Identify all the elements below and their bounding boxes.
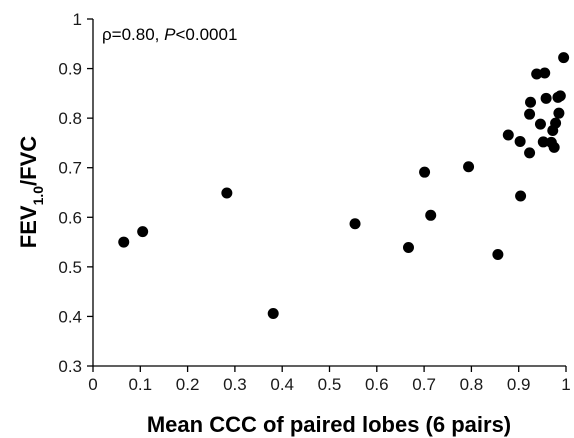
data-point bbox=[531, 68, 543, 80]
x-tick-label: 1 bbox=[561, 375, 570, 394]
y-tick-label: 0.4 bbox=[58, 307, 82, 326]
x-tick-label: 0.5 bbox=[318, 375, 342, 394]
data-point bbox=[492, 248, 504, 260]
x-tick-label: 0.3 bbox=[223, 375, 247, 394]
data-point bbox=[537, 136, 549, 148]
x-tick-label: 0.7 bbox=[412, 375, 436, 394]
y-title-suffix: /FVC bbox=[16, 136, 41, 186]
x-tick-label: 0.2 bbox=[176, 375, 200, 394]
data-point bbox=[534, 118, 546, 130]
data-point bbox=[463, 161, 475, 173]
y-tick-label: 0.3 bbox=[58, 357, 82, 376]
data-point bbox=[514, 135, 526, 147]
data-point bbox=[558, 52, 570, 64]
y-ticks: 0.3 0.4 0.5 0.6 0.7 0.8 0.9 1 bbox=[58, 10, 93, 376]
y-tick-label: 0.6 bbox=[58, 208, 82, 227]
data-point bbox=[502, 129, 514, 141]
p-symbol: P bbox=[164, 25, 176, 44]
data-point bbox=[349, 218, 361, 230]
data-point bbox=[540, 92, 552, 104]
y-tick-label: 1 bbox=[73, 10, 82, 29]
x-ticks: 0 0.1 0.2 0.3 0.4 0.5 0.6 0.7 0.8 0.9 1 bbox=[88, 366, 571, 394]
data-point bbox=[419, 166, 431, 178]
x-tick-label: 0 bbox=[88, 375, 97, 394]
data-point bbox=[137, 226, 149, 238]
x-tick-label: 0.1 bbox=[128, 375, 152, 394]
data-point bbox=[524, 108, 536, 120]
x-tick-label: 0.6 bbox=[365, 375, 389, 394]
data-point bbox=[554, 90, 566, 102]
y-tick-label: 0.9 bbox=[58, 60, 82, 79]
p-value-text: <0.0001 bbox=[175, 25, 237, 44]
data-point bbox=[118, 236, 130, 248]
y-title-main: FEV bbox=[16, 205, 41, 248]
y-axis-title: FEV1.0/FVC bbox=[16, 136, 46, 248]
data-point bbox=[221, 187, 233, 199]
data-point bbox=[402, 242, 414, 254]
data-point bbox=[539, 67, 551, 79]
data-point bbox=[425, 209, 437, 221]
x-axis-title: Mean CCC of paired lobes (6 pairs) bbox=[147, 412, 511, 437]
x-tick-label: 0.4 bbox=[270, 375, 294, 394]
correlation-annotation: ρ=0.80, P<0.0001 bbox=[102, 25, 237, 44]
data-point bbox=[550, 117, 562, 129]
plot-area: 0 0.1 0.2 0.3 0.4 0.5 0.6 0.7 0.8 0.9 1 0.30.40.50… bbox=[58, 10, 570, 394]
data-point bbox=[548, 141, 560, 153]
data-point bbox=[267, 307, 279, 319]
data-point bbox=[525, 96, 537, 108]
data-points bbox=[118, 52, 570, 319]
y-tick-label: 0.5 bbox=[58, 258, 82, 277]
data-point bbox=[524, 147, 536, 159]
y-tick-label: 0.8 bbox=[58, 109, 82, 128]
rho-text: ρ=0.80, bbox=[102, 25, 164, 44]
data-point bbox=[515, 190, 527, 202]
x-tick-label: 0.8 bbox=[460, 375, 484, 394]
y-tick-label: 0.7 bbox=[58, 159, 82, 178]
data-point bbox=[553, 107, 565, 119]
y-title-subscript: 1.0 bbox=[30, 186, 46, 206]
x-tick-label: 0.9 bbox=[507, 375, 531, 394]
